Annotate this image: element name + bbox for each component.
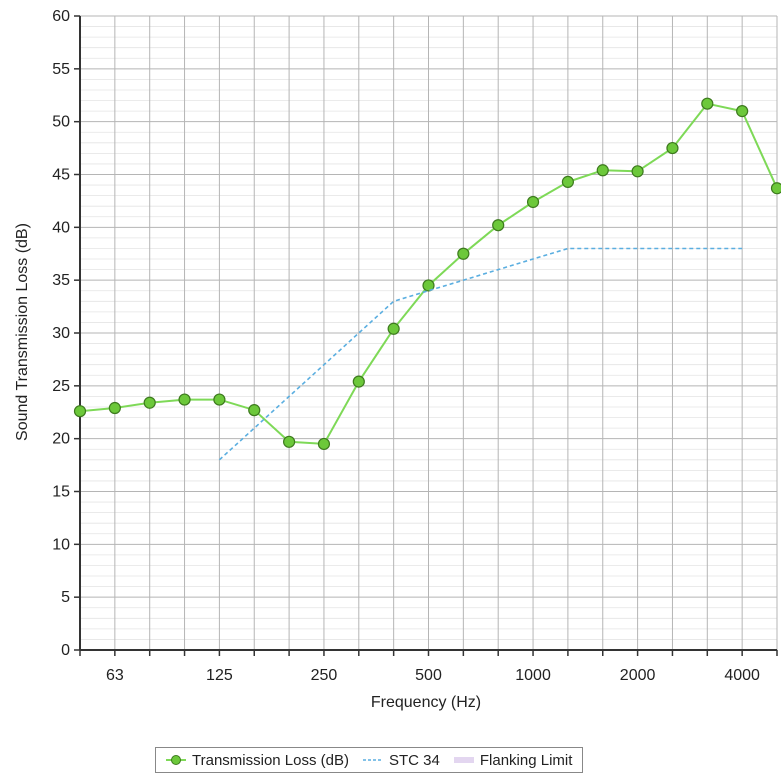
stc-contour-line xyxy=(218,247,743,461)
y-tick-label: 60 xyxy=(52,8,70,25)
legend-label: Transmission Loss (dB) xyxy=(192,751,349,769)
legend-entry-flanking-limit[interactable]: Flanking Limit xyxy=(453,751,573,769)
axes: 0 5 10 15 20 25 30 35 40 45 50 55 60 63 125 250 500 1000 2… xyxy=(52,8,778,684)
data-point xyxy=(701,97,714,110)
legend-band-icon xyxy=(453,757,474,763)
grid xyxy=(79,15,778,651)
x-tick-label: 1000 xyxy=(515,667,551,684)
data-point xyxy=(596,164,609,177)
legend-dash-icon xyxy=(363,759,383,761)
legend: Transmission Loss (dB) STC 34 Flanking L… xyxy=(155,747,584,773)
data-point xyxy=(666,141,679,155)
data-point xyxy=(561,175,575,188)
x-axis-title: Frequency (Hz) xyxy=(371,694,481,711)
data-point xyxy=(387,322,400,335)
data-point xyxy=(248,404,261,417)
legend-label: Flanking Limit xyxy=(479,751,573,769)
y-axis-title: Sound Transmission Loss (dB) xyxy=(14,223,31,441)
data-point xyxy=(736,104,749,118)
data-point xyxy=(352,375,365,388)
y-tick-label: 5 xyxy=(61,589,70,606)
y-tick-label: 0 xyxy=(61,642,70,659)
y-tick-label: 35 xyxy=(52,272,70,289)
legend-entry-stc[interactable]: STC 34 xyxy=(363,752,440,769)
x-tick-label: 125 xyxy=(206,667,233,684)
data-point xyxy=(770,182,781,195)
y-tick-label: 50 xyxy=(52,114,70,131)
x-tick-label: 63 xyxy=(106,667,124,684)
data-point xyxy=(108,401,121,415)
data-point xyxy=(492,219,505,232)
y-tick-label: 30 xyxy=(52,325,70,342)
legend-label: STC 34 xyxy=(389,751,440,769)
data-point xyxy=(213,393,226,406)
data-point xyxy=(457,247,470,260)
y-tick-label: 20 xyxy=(52,431,70,448)
y-tick-label: 45 xyxy=(52,167,70,184)
legend-entry-transmission-loss[interactable]: Transmission Loss (dB) xyxy=(166,752,349,769)
data-point xyxy=(178,393,191,406)
x-tick-label: 4000 xyxy=(724,667,760,684)
series-layer xyxy=(73,97,781,461)
x-tick-label: 500 xyxy=(415,667,442,684)
y-tick-label: 55 xyxy=(52,61,70,78)
y-tick-label: 10 xyxy=(52,536,70,553)
data-point xyxy=(283,435,296,448)
data-point xyxy=(526,195,540,209)
y-tick-label: 25 xyxy=(52,378,70,395)
data-point xyxy=(422,279,435,292)
y-tick-label: 40 xyxy=(52,219,70,236)
data-point xyxy=(143,396,156,409)
x-tick-label: 2000 xyxy=(620,667,656,684)
data-point xyxy=(73,405,87,418)
y-tick-label: 15 xyxy=(52,484,70,501)
data-point xyxy=(631,165,644,178)
legend-marker-icon xyxy=(166,755,186,765)
x-tick-label: 250 xyxy=(311,667,338,684)
data-point xyxy=(317,437,331,451)
